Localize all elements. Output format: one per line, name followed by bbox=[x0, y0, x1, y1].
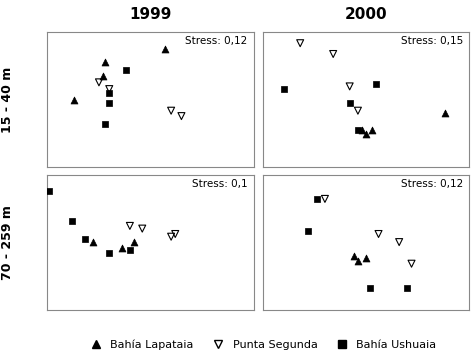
Point bbox=[46, 188, 53, 194]
Point bbox=[369, 127, 376, 132]
Point bbox=[362, 256, 370, 261]
Point bbox=[403, 285, 411, 291]
Point bbox=[375, 231, 383, 237]
Point bbox=[321, 196, 329, 202]
Point bbox=[130, 239, 138, 245]
Point bbox=[296, 40, 304, 46]
Point bbox=[354, 108, 362, 114]
Point bbox=[161, 46, 169, 51]
Point bbox=[441, 111, 448, 116]
Text: 1999: 1999 bbox=[129, 6, 172, 22]
Point bbox=[101, 59, 109, 65]
Point bbox=[105, 90, 113, 96]
Point bbox=[346, 84, 354, 89]
Point bbox=[280, 86, 287, 92]
Point bbox=[167, 108, 175, 114]
Legend: Bahía Lapataia, Punta Segunda, Bahía Ushuaia: Bahía Lapataia, Punta Segunda, Bahía Ush… bbox=[81, 335, 441, 355]
Point bbox=[373, 81, 380, 86]
Point bbox=[105, 100, 113, 105]
Point bbox=[99, 73, 107, 78]
Point bbox=[362, 131, 370, 136]
Point bbox=[305, 229, 312, 234]
Point bbox=[126, 247, 134, 253]
Point bbox=[81, 237, 88, 242]
Point bbox=[126, 223, 134, 229]
Point bbox=[354, 258, 362, 264]
Point bbox=[95, 80, 103, 85]
Text: Stress: 0,1: Stress: 0,1 bbox=[192, 179, 247, 189]
Point bbox=[118, 245, 126, 251]
Text: 15 - 40 m: 15 - 40 m bbox=[0, 67, 14, 133]
Point bbox=[122, 67, 129, 73]
Text: Stress: 0,12: Stress: 0,12 bbox=[185, 36, 247, 46]
Point bbox=[178, 113, 185, 119]
Point bbox=[329, 51, 337, 57]
Point bbox=[68, 217, 76, 223]
Text: 2000: 2000 bbox=[345, 6, 387, 22]
Text: Stress: 0,12: Stress: 0,12 bbox=[401, 179, 463, 189]
Point bbox=[71, 97, 78, 103]
Point bbox=[350, 253, 357, 258]
Point bbox=[105, 86, 113, 92]
Text: Stress: 0,15: Stress: 0,15 bbox=[401, 36, 463, 46]
Point bbox=[138, 226, 146, 231]
Point bbox=[313, 196, 320, 202]
Point bbox=[105, 250, 113, 256]
Point bbox=[354, 127, 362, 132]
Point bbox=[395, 239, 403, 245]
Point bbox=[101, 121, 109, 127]
Text: 70 - 259 m: 70 - 259 m bbox=[0, 205, 14, 279]
Point bbox=[366, 285, 374, 291]
Point bbox=[358, 127, 366, 132]
Point bbox=[408, 261, 415, 266]
Point bbox=[346, 100, 354, 105]
Point bbox=[172, 231, 179, 237]
Point bbox=[89, 239, 97, 245]
Point bbox=[167, 234, 175, 240]
